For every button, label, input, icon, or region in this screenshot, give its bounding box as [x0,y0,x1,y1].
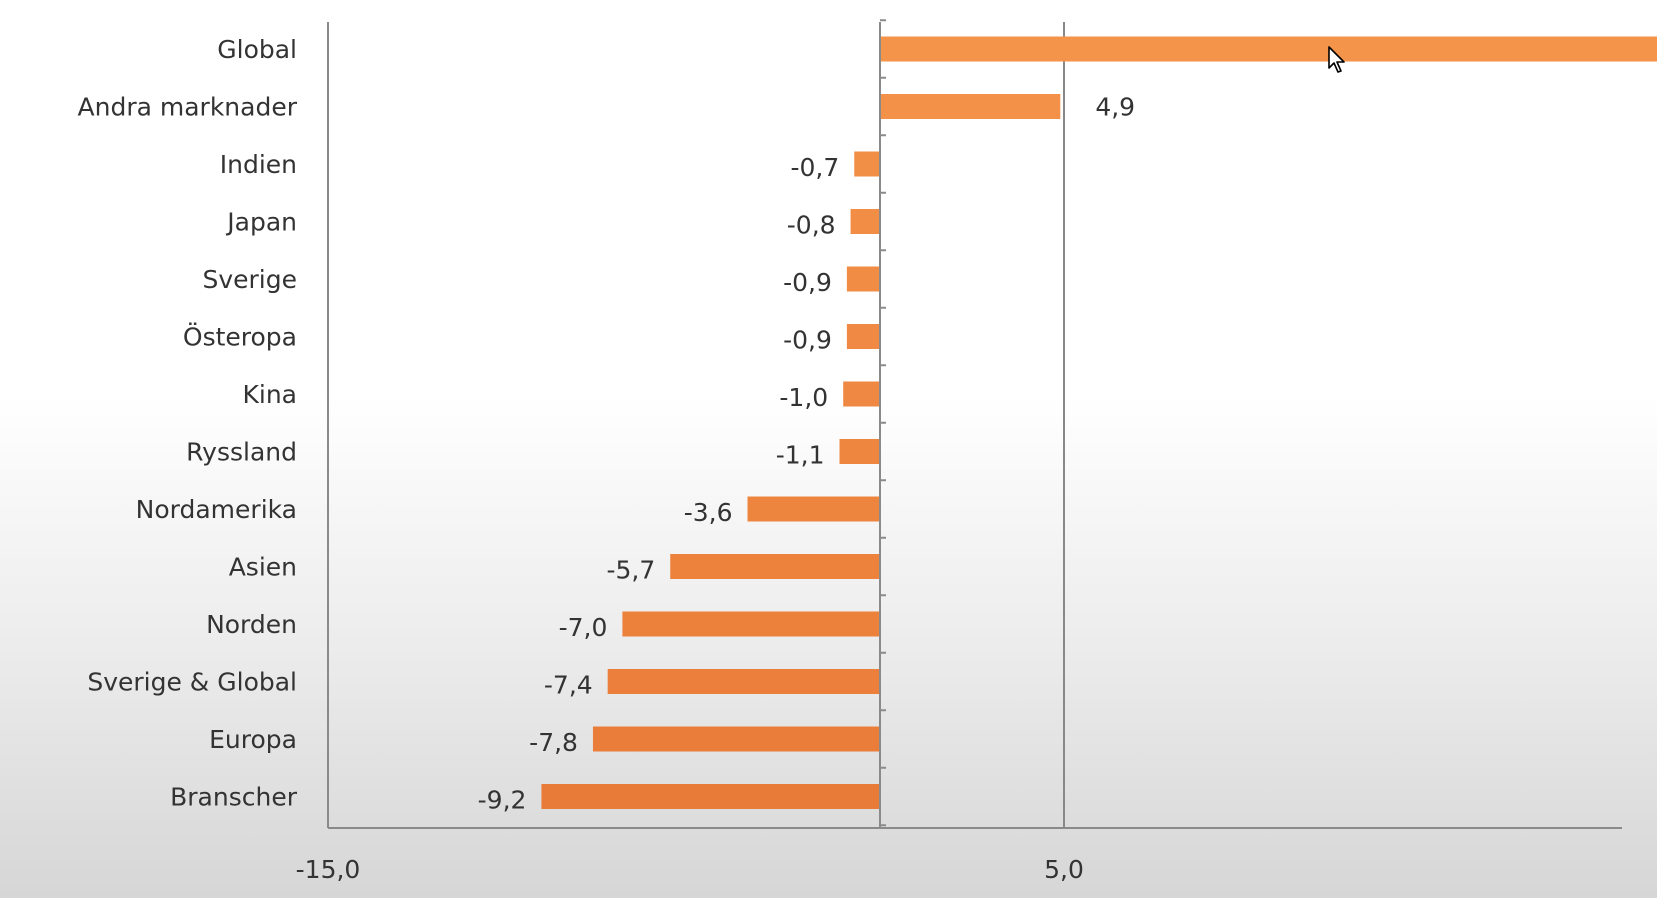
category-label: Sverige [202,265,297,294]
x-tick-label: -15,0 [296,855,361,884]
value-label: -0,9 [783,268,832,297]
value-labels: 44,24,9-0,7-0,8-0,9-0,9-1,0-1,1-3,6-5,7-… [478,93,1135,815]
bar [622,611,880,637]
value-label: -7,0 [559,613,608,642]
category-label: Sverige & Global [87,668,297,697]
category-label: Europa [209,725,297,754]
category-label: Andra marknader [78,93,298,122]
value-label: -1,0 [779,383,828,412]
value-label: -0,7 [790,153,839,182]
value-label: -7,4 [544,671,593,700]
bar [846,324,880,349]
mouse-cursor-icon [1328,46,1345,73]
bar [854,151,880,177]
value-label: -1,1 [776,441,825,470]
category-label: Nordamerika [136,495,297,524]
value-label: -7,8 [529,728,578,757]
category-label: Japan [225,208,297,237]
tick-labels: -15,05,025,045,0 [296,855,1084,884]
axes [327,19,1622,829]
value-label: -3,6 [684,498,733,527]
bar [850,209,880,234]
bar [880,36,1657,62]
bar [846,266,880,292]
value-label: 4,9 [1095,93,1135,122]
category-label: Österopa [183,323,297,352]
category-label: Indien [220,150,297,179]
value-label: -5,7 [606,556,655,585]
bar [880,94,1061,119]
value-label: -9,2 [478,786,527,815]
bar [592,726,880,752]
category-label: Ryssland [186,438,297,467]
value-label: -0,8 [787,211,836,240]
value-label: -0,9 [783,326,832,355]
category-labels: Global Andra marknader Indien Japan Sverige Ö… [78,35,298,812]
gridlines [1063,22,1065,828]
category-label: Kina [242,380,297,409]
category-label: Asien [229,553,297,582]
bar [843,381,880,407]
category-label: Norden [206,610,297,639]
bar [541,784,880,809]
bar [670,554,880,579]
category-label: Global [217,35,297,64]
bar [747,496,880,522]
bar [607,669,880,694]
category-label: Branscher [170,783,298,812]
x-tick-label: 5,0 [1044,855,1084,884]
bars [541,36,1657,809]
bar [839,439,880,464]
